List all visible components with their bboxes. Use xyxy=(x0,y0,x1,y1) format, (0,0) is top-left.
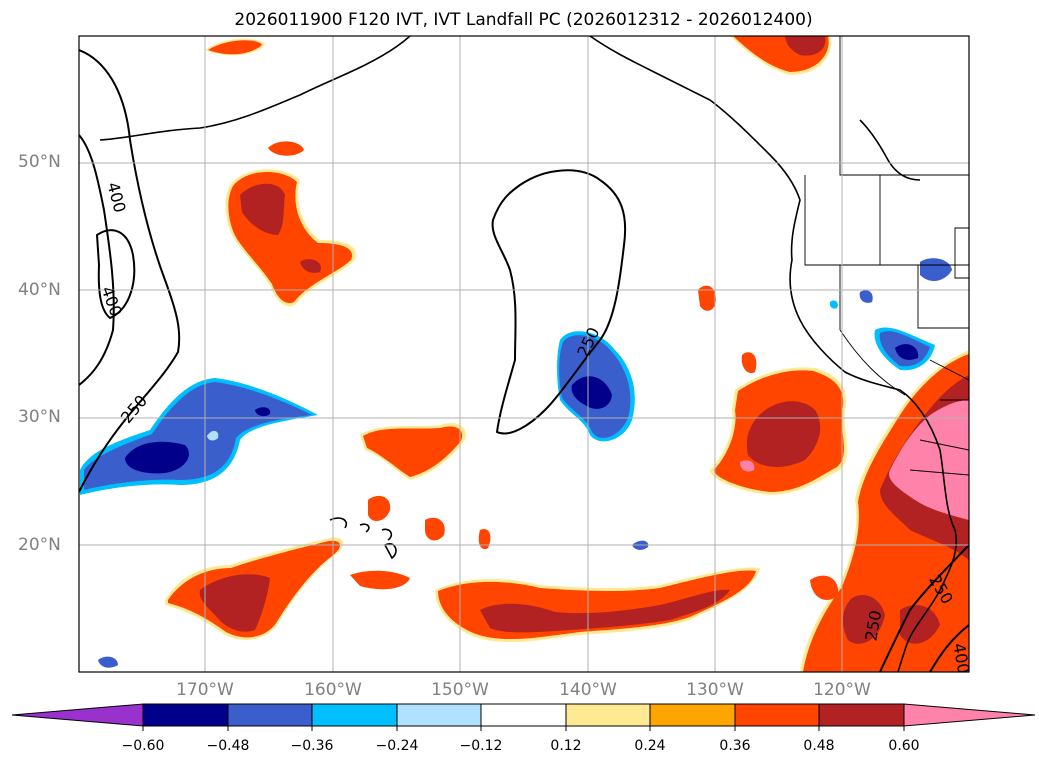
colorbar-tick-label: −0.12 xyxy=(459,738,503,754)
lat-label-50n: 50°N xyxy=(18,152,61,172)
lon-label-160w: 160°W xyxy=(304,680,362,700)
page-title: 2026011900 F120 IVT, IVT Landfall PC (20… xyxy=(234,10,813,30)
colorbar-tick-label: −0.60 xyxy=(121,738,165,754)
lat-label-40n: 40°N xyxy=(18,280,61,300)
colorbar-tick-label: 0.24 xyxy=(634,738,666,754)
positive-anomaly-hawaii xyxy=(350,423,491,590)
contour-label: 400 xyxy=(949,642,973,675)
lon-label-140w: 140°W xyxy=(559,680,617,700)
negative-anomaly-west xyxy=(80,378,318,495)
colorbar-tick-label: 0.12 xyxy=(550,738,582,754)
colorbar-bin xyxy=(818,703,905,727)
positive-anomaly-california xyxy=(800,350,969,672)
colorbar-bin xyxy=(565,703,651,727)
lon-label-130w: 130°W xyxy=(686,680,744,700)
colorbar-bin xyxy=(227,703,313,727)
colorbar-extend-high xyxy=(903,703,1036,727)
positive-anomaly-south-central xyxy=(435,567,760,643)
colorbar-tick-label: −0.24 xyxy=(375,738,419,754)
colorbar-extend-low xyxy=(11,703,144,727)
positive-anomaly-southwest xyxy=(98,537,344,668)
colorbar-bin xyxy=(396,703,482,727)
colorbar-tick-label: −0.36 xyxy=(290,738,334,754)
coastlines xyxy=(99,36,958,672)
positive-anomaly-north-pacific xyxy=(225,169,356,307)
lat-label-30n: 30°N xyxy=(18,407,61,427)
colorbar-bin xyxy=(649,703,736,727)
colorbar-tick-label: 0.48 xyxy=(803,738,835,754)
colorbar xyxy=(11,703,1036,731)
colorbar-bin xyxy=(480,703,567,727)
colorbar-tick-label: −0.48 xyxy=(206,738,250,754)
colorbar-bin xyxy=(311,703,398,727)
colorbar-tick-label: 0.36 xyxy=(719,738,751,754)
colorbar-bin xyxy=(142,703,229,727)
lon-label-120w: 120°W xyxy=(813,680,871,700)
positive-anomaly-alaska xyxy=(205,36,831,156)
political-borders xyxy=(804,36,969,476)
lon-label-170w: 170°W xyxy=(176,680,234,700)
lon-label-150w: 150°W xyxy=(431,680,489,700)
lat-label-20n: 20°N xyxy=(18,535,61,555)
negative-anomaly-central xyxy=(557,331,649,550)
negative-anomaly-us-interior xyxy=(829,258,952,371)
colorbar-tick-label: 0.60 xyxy=(888,738,920,754)
graticule xyxy=(79,36,969,672)
map-area: 400 400 250 250 250 250 400 xyxy=(79,36,973,675)
map-frame xyxy=(78,35,970,673)
colorbar-bin xyxy=(734,703,820,727)
